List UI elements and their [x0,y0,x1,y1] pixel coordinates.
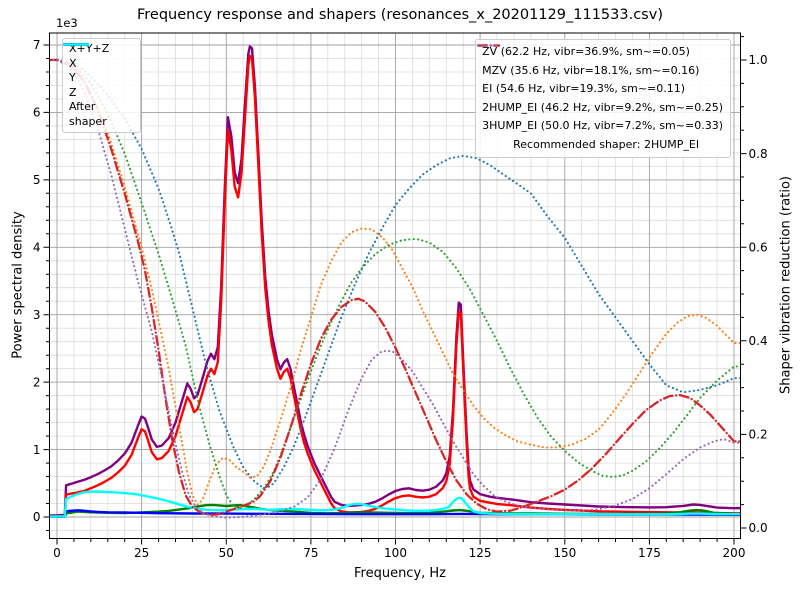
svg-text:1.0: 1.0 [749,53,768,67]
svg-text:0.0: 0.0 [749,521,768,535]
legend-label: ZV (62.2 Hz, vibr=36.9%, sm~=0.05) [482,45,690,58]
legend-label: 2HUMP_EI (46.2 Hz, vibr=9.2%, sm~=0.25) [482,100,723,114]
legend-label: 3HUMP_EI (50.0 Hz, vibr=7.2%, sm~=0.33) [482,119,723,132]
recommended-shaper-text: Recommended shaper: 2HUMP_EI [513,137,700,151]
svg-text:5: 5 [33,173,41,187]
legend-label: Y [69,71,76,84]
legend-item: ZV (62.2 Hz, vibr=36.9%, sm~=0.05) [477,43,723,62]
legend-psd: X+Y+Z X Y Z After shaper [62,38,141,133]
svg-text:200: 200 [723,546,746,560]
line-swatch [477,44,501,47]
legend-label: After shaper [69,100,107,128]
chart-title: Frequency response and shapers (resonanc… [137,7,663,23]
y-axis-label-right: Shaper vibration reduction (ratio) [778,176,794,394]
legend-item: EI (54.6 Hz, vibr=19.3%, sm~=0.11) [477,44,723,99]
legend-item: Z [63,43,133,101]
y-axis-label-left: Power spectral density [10,211,26,359]
svg-text:150: 150 [553,546,576,560]
x-axis-label: Frequency, Hz [353,566,447,581]
svg-text:6: 6 [33,106,41,120]
svg-text:175: 175 [638,546,661,560]
legend-item: X [63,43,133,72]
svg-text:3: 3 [33,308,41,322]
y-axis-offset-text: 1e3 [56,16,78,30]
svg-text:0: 0 [53,546,61,560]
legend-label: MZV (35.6 Hz, vibr=18.1%, sm~=0.16) [482,63,700,77]
legend-footer: Recommended shaper: 2HUMP_EI [482,136,723,155]
legend-item: After shaper [63,43,133,129]
svg-text:2: 2 [33,375,41,389]
svg-text:0.4: 0.4 [749,334,768,348]
legend-shapers: ZV (62.2 Hz, vibr=36.9%, sm~=0.05) MZV (… [475,39,731,158]
legend-item: Y [63,43,133,86]
legend-label: EI (54.6 Hz, vibr=19.3%, sm~=0.11) [482,82,686,95]
svg-text:50: 50 [219,546,234,560]
svg-text:100: 100 [384,546,407,560]
svg-text:1: 1 [33,443,41,457]
legend-item: 2HUMP_EI (46.2 Hz, vibr=9.2%, sm~=0.25) [476,44,723,118]
svg-text:0: 0 [33,510,41,524]
svg-text:25: 25 [134,546,149,560]
svg-text:125: 125 [469,546,492,560]
legend-item: MZV (35.6 Hz, vibr=18.1%, sm~=0.16) [477,44,723,81]
line-swatch [63,43,89,46]
svg-text:0.6: 0.6 [749,240,768,254]
legend-label: X [69,56,77,70]
svg-text:0.2: 0.2 [749,428,768,442]
svg-text:75: 75 [303,546,318,560]
svg-text:7: 7 [33,38,41,52]
svg-text:0.8: 0.8 [749,147,768,161]
svg-text:4: 4 [33,241,41,255]
legend-item: 3HUMP_EI (50.0 Hz, vibr=7.2%, sm~=0.33) [477,44,723,136]
legend-label: Z [69,85,77,99]
